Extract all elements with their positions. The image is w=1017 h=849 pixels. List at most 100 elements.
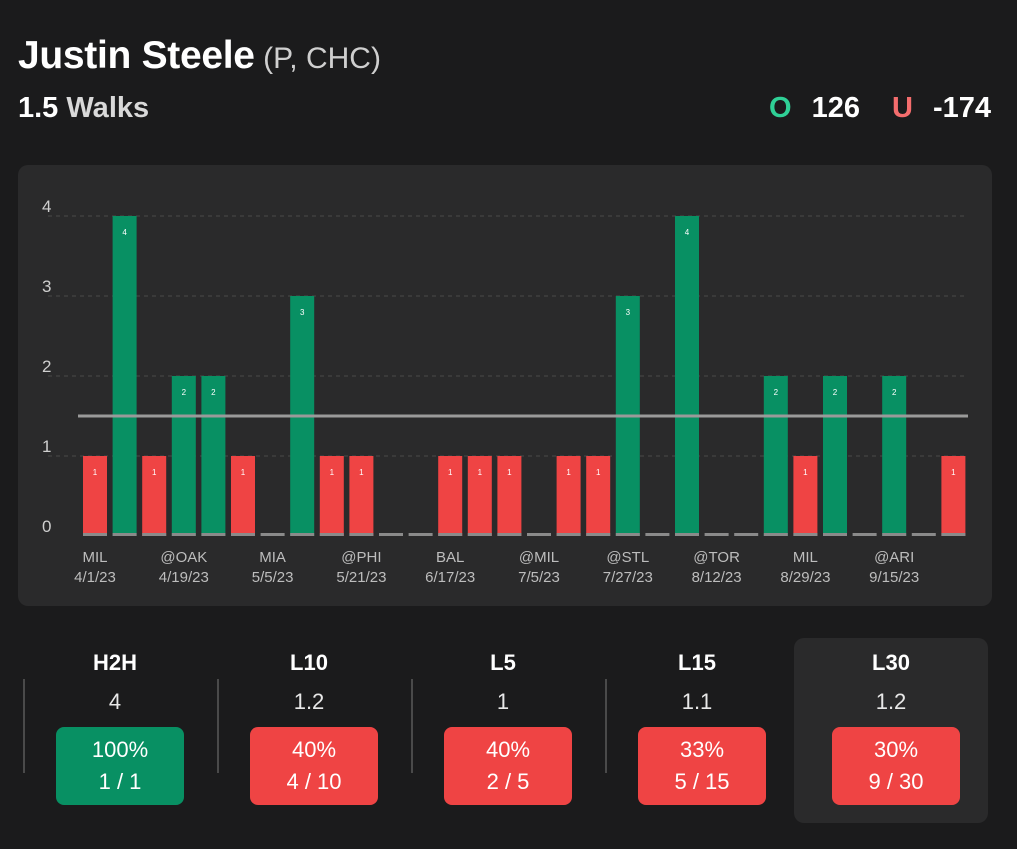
hit-rate-fraction: 2 / 5 (486, 769, 530, 794)
over-icon: O (769, 92, 792, 124)
x-tick-date: 5/5/23 (252, 569, 294, 586)
under-bar (231, 456, 255, 536)
bar-value-label: 4 (122, 228, 127, 237)
bar-value-label: 1 (596, 468, 601, 477)
over-odds-value: 126 (811, 92, 860, 124)
under-bar (556, 456, 581, 536)
under-icon: U (892, 92, 913, 124)
x-tick-opponent: MIL (82, 549, 107, 566)
zero-bar (260, 533, 285, 536)
x-tick-date: 8/12/23 (692, 569, 742, 586)
over-bar (763, 376, 788, 536)
game-log-chart: 0 1 2 3 4 1 4 1 2 2 1 3 1 1 1 1 1 1 1 3 4 2 1 2 2 1 MIL 4/1/23 @OAK 4… (18, 165, 992, 606)
hit-rate-percent: 100% (91, 737, 149, 762)
player-meta: (P, CHC) (263, 42, 381, 75)
y-tick-label: 2 (42, 357, 51, 376)
x-tick-date: 9/15/23 (869, 569, 919, 586)
over-bar (882, 376, 907, 536)
divider (605, 679, 607, 773)
over-bar (112, 216, 137, 536)
divider (411, 679, 413, 773)
stat-label: L5 (490, 650, 516, 675)
stat-average: 1.2 (875, 689, 907, 714)
x-tick-opponent: @STL (606, 549, 649, 566)
market-title[interactable]: 1.5 Walks (18, 92, 149, 124)
x-tick-date: 4/19/23 (159, 569, 209, 586)
x-tick-opponent: @OAK (160, 549, 207, 566)
stat-average: 1.2 (293, 689, 325, 714)
bar-value-label: 2 (833, 388, 838, 397)
stat-l15[interactable]: L15 1.1 33% 5 / 15 (600, 638, 794, 823)
under-bar (83, 456, 107, 536)
hit-rate-percent: 30% (873, 737, 919, 762)
hit-rate-badge: 40% 4 / 10 (250, 727, 378, 805)
zero-bar (408, 533, 433, 536)
stat-l10[interactable]: L10 1.2 40% 4 / 10 (212, 638, 406, 823)
bar-value-label: 1 (359, 468, 364, 477)
bar-value-label: 1 (93, 468, 98, 477)
hit-rate-summary: H2H 4 100% 1 / 1 L10 1.2 40% 4 / 10 L5 1… (18, 638, 992, 823)
hit-rate-percent: 33% (679, 737, 725, 762)
bar-baseline (290, 533, 315, 536)
x-tick-date: 7/5/23 (518, 569, 560, 586)
stat-average: 1.1 (681, 689, 713, 714)
bar-value-label: 2 (211, 388, 216, 397)
bar-baseline (201, 533, 226, 536)
stat-h2h[interactable]: H2H 4 100% 1 / 1 (18, 638, 212, 823)
bar-baseline (319, 533, 344, 536)
zero-bar (852, 533, 877, 536)
bar-value-label: 1 (478, 468, 483, 477)
hit-rate-fraction: 9 / 30 (868, 769, 924, 794)
stat-l30[interactable]: L30 1.2 30% 9 / 30 (794, 638, 988, 823)
divider (217, 679, 219, 773)
x-tick-opponent: @TOR (693, 549, 740, 566)
bar-baseline (349, 533, 374, 536)
x-tick-opponent: @MIL (519, 549, 559, 566)
zero-bar (645, 533, 670, 536)
bar-baseline (467, 533, 492, 536)
under-odds-value: -174 (932, 92, 991, 124)
over-bar (171, 376, 196, 536)
header: Justin Steele (P, CHC) (18, 34, 991, 78)
bar-baseline (556, 533, 581, 536)
over-odds[interactable]: O 126 (769, 92, 860, 125)
bar-value-label: 1 (241, 468, 246, 477)
bar-value-label: 3 (300, 308, 305, 317)
x-tick-date: 6/17/23 (425, 569, 475, 586)
bar-value-label: 1 (566, 468, 571, 477)
hit-rate-percent: 40% (485, 737, 531, 762)
market-stat: Walks (66, 92, 150, 124)
stat-l5[interactable]: L5 1 40% 2 / 5 (406, 638, 600, 823)
stat-average: 4 (108, 689, 122, 714)
bar-baseline (675, 533, 699, 536)
under-bar (586, 456, 611, 536)
bar-baseline (793, 533, 818, 536)
bar-value-label: 1 (507, 468, 512, 477)
bar-baseline (615, 533, 640, 536)
x-tick-date: 5/21/23 (336, 569, 386, 586)
bar-baseline (823, 533, 847, 536)
over-bar (201, 376, 226, 536)
hit-rate-badge: 33% 5 / 15 (638, 727, 766, 805)
under-bar (467, 456, 492, 536)
stat-label: H2H (92, 650, 137, 675)
zero-bar (379, 533, 403, 536)
zero-bar (734, 533, 759, 536)
zero-bar (527, 533, 551, 536)
x-tick-date: 8/29/23 (780, 569, 830, 586)
y-tick-label: 3 (42, 277, 51, 296)
bar-value-label: 1 (951, 468, 956, 477)
hit-rate-fraction: 4 / 10 (286, 769, 342, 794)
under-bar (349, 456, 374, 536)
x-tick-opponent: MIL (793, 549, 818, 566)
under-odds[interactable]: U -174 (860, 92, 991, 125)
bar-baseline (142, 533, 167, 536)
bar-baseline (497, 533, 522, 536)
bar-value-label: 1 (803, 468, 808, 477)
x-tick-date: 7/27/23 (603, 569, 653, 586)
stat-label: L30 (872, 650, 910, 675)
bar-value-label: 2 (892, 388, 897, 397)
zero-bar (704, 533, 729, 536)
x-tick-opponent: MIA (259, 549, 286, 566)
bar-baseline (882, 533, 907, 536)
